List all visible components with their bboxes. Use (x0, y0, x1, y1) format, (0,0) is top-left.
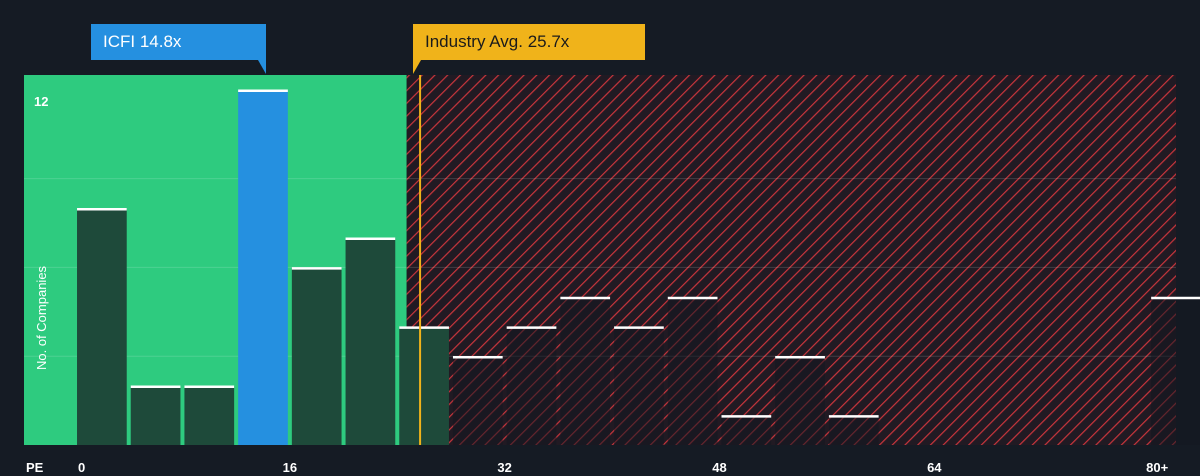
histogram-bar (399, 326, 449, 445)
histogram-bar (667, 297, 718, 445)
histogram-bar (721, 415, 772, 445)
histogram-bar (560, 297, 611, 445)
histogram-bar (291, 267, 342, 445)
histogram-bar (1151, 297, 1200, 445)
histogram-bar (345, 237, 396, 445)
industry-average-callout: Industry Avg. 25.7x (413, 24, 645, 60)
histogram-bar (184, 385, 235, 445)
histogram-bar (77, 208, 127, 445)
histogram-bar (130, 385, 181, 445)
y-axis-label: No. of Companies (34, 265, 49, 370)
x-tick-label: 80+ (1146, 460, 1168, 475)
histogram-bar (828, 415, 879, 445)
histogram-bar (506, 326, 557, 445)
company-callout-pointer (258, 60, 266, 74)
x-tick-label: 64 (927, 460, 942, 475)
x-tick-label: 48 (712, 460, 726, 475)
x-ticks-layer: 0 16 32 48 64 80+ (78, 460, 1169, 475)
y-tick-label: 12 (34, 94, 48, 109)
company-bar (238, 89, 288, 446)
histogram-bar (452, 356, 503, 445)
bars-layer (77, 89, 1200, 446)
company-pe-callout: ICFI 14.8x (91, 24, 266, 60)
industry-callout-pointer (413, 60, 421, 74)
x-tick-label: 32 (497, 460, 511, 475)
x-tick-label: 16 (283, 460, 297, 475)
histogram-bar (614, 326, 664, 445)
x-axis-label: PE (26, 460, 44, 475)
x-tick-label: 0 (78, 460, 85, 475)
axes-layer: PE No. of Companies 12 (26, 94, 49, 475)
histogram-bar (775, 356, 825, 445)
